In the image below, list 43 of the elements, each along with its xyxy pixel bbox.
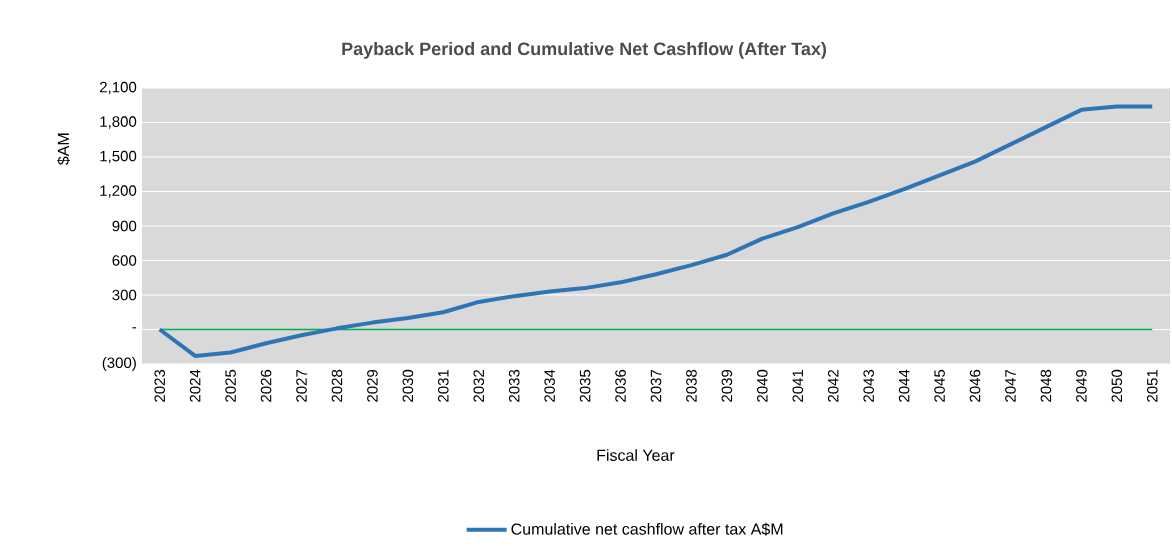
x-tick-label: 2051 (1146, 369, 1158, 402)
line-series (157, 104, 1155, 358)
x-tick-label: 2045 (934, 369, 945, 402)
x-tick-label: 2026 (260, 369, 272, 402)
chart-title: Payback Period and Cumulative Net Cashflow (After Tax) (342, 42, 827, 59)
x-tick-label: 2040 (757, 369, 768, 402)
x-tick-label: 2025 (225, 369, 236, 402)
y-tick-label: 300 (112, 289, 137, 301)
x-tick-label: 2024 (189, 369, 201, 402)
y-tick-label: 600 (112, 255, 137, 266)
x-tick-label: 2049 (1076, 369, 1087, 402)
x-tick-label: 2034 (544, 369, 555, 402)
x-tick-label: 2046 (969, 369, 981, 402)
legend-label: Cumulative net cashflow after tax A$M (511, 522, 783, 536)
x-tick-label: 2044 (898, 369, 910, 402)
y-tick-label: - (132, 327, 137, 329)
y-tick-label: 2,100 (100, 81, 137, 95)
x-tick-label: 2035 (579, 369, 591, 402)
x-tick-label: 2032 (473, 369, 485, 402)
x-tick-label: 2033 (508, 369, 520, 402)
x-tick-label: 2037 (650, 369, 662, 402)
x-tick-label: 2041 (792, 369, 804, 402)
y-tick-label: 1,800 (100, 116, 137, 129)
x-tick-label: 2031 (438, 369, 449, 402)
y-tick-label: 1,200 (100, 185, 137, 198)
x-tick-label: 2023 (154, 369, 166, 402)
x-tick-label: 2050 (1111, 369, 1123, 402)
x-tick-label: 2027 (296, 369, 307, 402)
x-tick-label: 2043 (863, 369, 874, 402)
x-tick-label: 2036 (615, 369, 626, 402)
x-tick-label: 2048 (1040, 369, 1052, 402)
x-tick-label: 2029 (367, 369, 378, 402)
y-axis-title: $AM (57, 133, 70, 165)
x-tick-label: 2028 (331, 369, 343, 402)
x-tick-label: 2030 (402, 369, 414, 402)
y-tick-label: 1,500 (100, 150, 137, 164)
y-tick-label: 900 (112, 220, 137, 232)
x-axis-title: Fiscal Year (597, 449, 675, 461)
x-tick-label: 2042 (827, 369, 839, 402)
y-tick-label: (300) (102, 357, 136, 371)
x-tick-label: 2038 (686, 369, 697, 402)
x-tick-label: 2047 (1005, 369, 1016, 402)
x-tick-label: 2039 (721, 369, 733, 402)
